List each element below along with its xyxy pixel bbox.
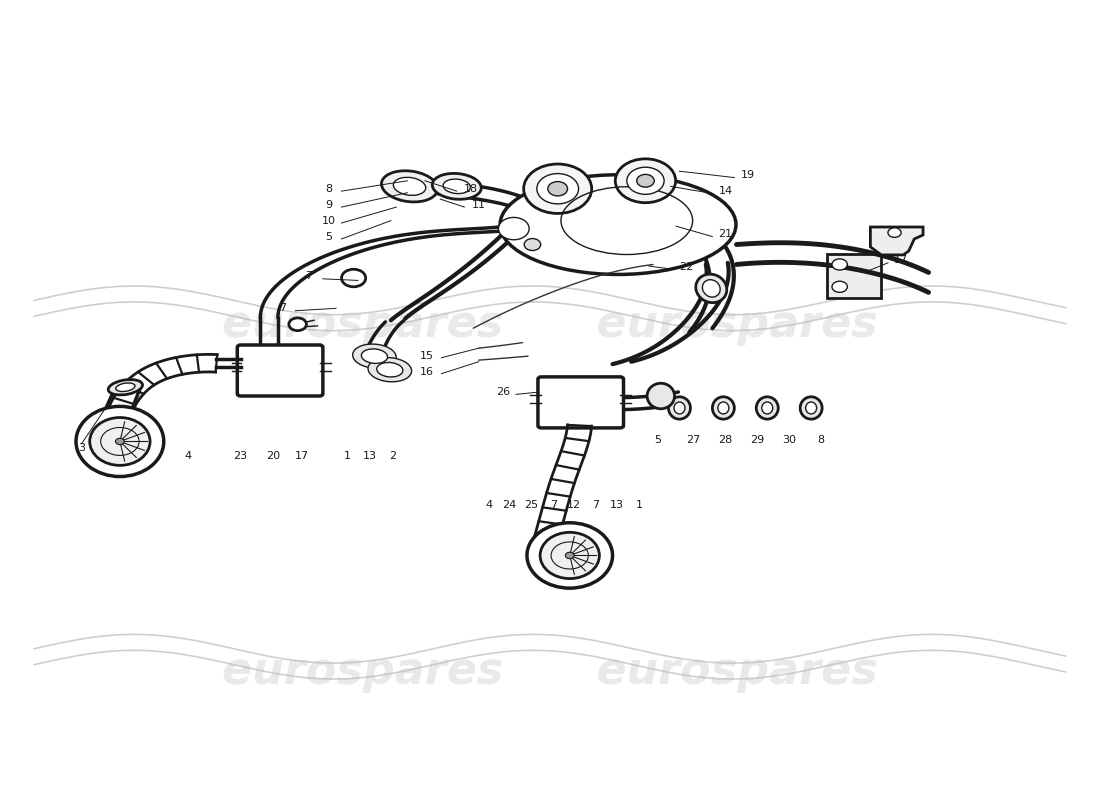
Text: 23: 23	[233, 451, 248, 461]
Ellipse shape	[832, 282, 847, 292]
Text: 17: 17	[295, 451, 309, 461]
Text: 8: 8	[817, 435, 825, 445]
Text: 18: 18	[464, 184, 478, 194]
Text: 4: 4	[185, 451, 191, 461]
Text: 25: 25	[525, 500, 538, 510]
Ellipse shape	[565, 552, 574, 558]
Text: 28: 28	[718, 435, 733, 445]
Ellipse shape	[432, 174, 481, 199]
Text: 7: 7	[278, 303, 286, 314]
Ellipse shape	[548, 182, 568, 196]
FancyBboxPatch shape	[238, 345, 323, 396]
Text: eurospares      eurospares: eurospares eurospares	[222, 650, 878, 693]
Ellipse shape	[376, 362, 403, 377]
Text: 14: 14	[718, 186, 733, 196]
Ellipse shape	[627, 167, 664, 194]
Ellipse shape	[832, 259, 847, 270]
Text: 20: 20	[266, 451, 280, 461]
Text: 8: 8	[324, 184, 332, 194]
Polygon shape	[826, 254, 881, 298]
Polygon shape	[870, 227, 923, 255]
Ellipse shape	[647, 383, 674, 409]
Text: 22: 22	[679, 262, 693, 272]
Ellipse shape	[498, 218, 529, 240]
Text: 1: 1	[636, 500, 642, 510]
Ellipse shape	[382, 170, 438, 202]
Ellipse shape	[108, 379, 143, 395]
Text: 17: 17	[894, 255, 909, 266]
Ellipse shape	[525, 238, 541, 250]
Ellipse shape	[116, 383, 135, 391]
Text: 30: 30	[782, 435, 796, 445]
Ellipse shape	[537, 174, 579, 204]
Text: 7: 7	[593, 500, 600, 510]
Ellipse shape	[615, 159, 675, 202]
Text: 3: 3	[78, 443, 85, 453]
Ellipse shape	[500, 174, 736, 274]
Ellipse shape	[76, 406, 164, 477]
Text: eurospares      eurospares: eurospares eurospares	[222, 302, 878, 346]
Ellipse shape	[443, 179, 471, 194]
Text: 2: 2	[389, 451, 397, 461]
Ellipse shape	[757, 397, 778, 419]
Text: 5: 5	[324, 231, 332, 242]
Ellipse shape	[800, 397, 822, 419]
Ellipse shape	[805, 402, 816, 414]
Text: 13: 13	[609, 500, 624, 510]
Ellipse shape	[888, 228, 901, 238]
Text: 1: 1	[343, 451, 351, 461]
Ellipse shape	[362, 349, 387, 363]
Text: 24: 24	[503, 500, 517, 510]
Text: 7: 7	[305, 271, 312, 282]
FancyBboxPatch shape	[538, 377, 624, 428]
Ellipse shape	[116, 438, 124, 445]
Ellipse shape	[341, 270, 365, 286]
Ellipse shape	[368, 358, 411, 382]
Ellipse shape	[637, 174, 654, 187]
Ellipse shape	[762, 402, 772, 414]
Text: 7: 7	[550, 500, 557, 510]
Ellipse shape	[674, 402, 685, 414]
Text: 5: 5	[654, 435, 661, 445]
Ellipse shape	[524, 164, 592, 214]
Text: 10: 10	[321, 216, 336, 226]
Text: 13: 13	[363, 451, 377, 461]
Ellipse shape	[527, 522, 613, 588]
Ellipse shape	[394, 178, 426, 195]
Ellipse shape	[540, 532, 600, 578]
Ellipse shape	[353, 344, 396, 368]
Text: 4: 4	[485, 500, 492, 510]
Ellipse shape	[718, 402, 729, 414]
Text: 29: 29	[750, 435, 764, 445]
Ellipse shape	[669, 397, 691, 419]
Ellipse shape	[713, 397, 735, 419]
Ellipse shape	[703, 280, 720, 297]
Text: 27: 27	[686, 435, 701, 445]
Ellipse shape	[90, 418, 150, 466]
Text: 9: 9	[324, 200, 332, 210]
Text: 11: 11	[472, 200, 486, 210]
Text: 21: 21	[718, 229, 733, 239]
Text: 12: 12	[568, 500, 581, 510]
Ellipse shape	[289, 318, 307, 330]
Text: 19: 19	[740, 170, 755, 180]
Text: 15: 15	[420, 351, 434, 361]
Text: 16: 16	[420, 367, 434, 377]
Text: 26: 26	[496, 387, 510, 397]
Ellipse shape	[696, 274, 727, 302]
